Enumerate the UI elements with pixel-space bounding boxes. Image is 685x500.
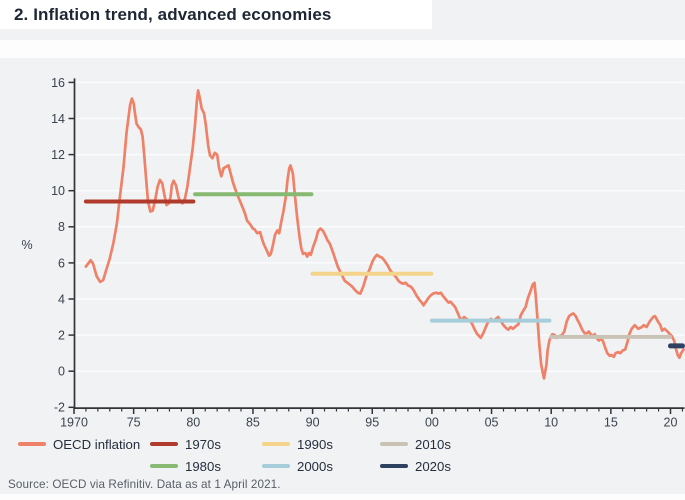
legend-item-2000s: 2000s [262, 458, 333, 474]
legend-swatch [380, 464, 408, 468]
legend-label: 2010s [415, 436, 451, 452]
legend-item-2010s: 2010s [380, 436, 451, 452]
y-tick-label: 2 [58, 329, 65, 343]
chart-legend: OECD inflation 1970s 1980s 1990s 2000s 2010s 2… [0, 0, 685, 474]
legend-label: 1980s [185, 458, 221, 474]
y-axis-unit-label: % [21, 238, 32, 252]
legend-label: 2000s [297, 458, 333, 474]
x-tick-label: 80 [186, 416, 200, 430]
figure-title-box: 2. Inflation trend, advanced economies [0, 0, 432, 29]
y-tick-label: -2 [54, 401, 65, 415]
legend-item-1990s: 1990s [262, 436, 333, 452]
gridlines [74, 81, 685, 372]
y-tick-label: 0 [58, 365, 65, 379]
x-tick-label: 05 [485, 416, 499, 430]
x-axis-ticks: 1970 75 80 85 90 95 00 05 10 15 20 [60, 407, 684, 430]
y-axis-ticks: -2 0 2 4 6 8 10 12 14 16% [21, 76, 74, 415]
legend-label: 1970s [185, 436, 221, 452]
x-tick-label: 00 [425, 416, 439, 430]
legend-item-2020s: 2020s [380, 458, 451, 474]
x-tick-label: 95 [365, 416, 379, 430]
y-tick-label: 14 [51, 112, 65, 126]
legend-swatch [18, 442, 46, 446]
y-tick-label: 12 [51, 148, 65, 162]
x-tick-label: 10 [544, 416, 558, 430]
x-tick-label: 1970 [60, 416, 88, 430]
y-tick-label: 4 [58, 292, 65, 306]
y-tick-label: 8 [58, 220, 65, 234]
legend-swatch [150, 442, 178, 446]
legend-swatch [150, 464, 178, 468]
decade-average-lines [83, 192, 685, 349]
source-note: Source: OECD via Refinitiv. Data as at 1… [8, 478, 281, 491]
legend-label: 2020s [415, 458, 451, 474]
legend-item-oecd-inflation: OECD inflation [18, 436, 140, 452]
x-tick-label: 75 [127, 416, 141, 430]
x-tick-label: 15 [604, 416, 618, 430]
legend-label: OECD inflation [53, 436, 141, 452]
y-tick-label: 16 [51, 76, 65, 90]
legend-item-1980s: 1980s [150, 458, 221, 474]
axes [73, 78, 685, 409]
legend-swatch [380, 442, 408, 446]
legend-item-1970s: 1970s [150, 436, 221, 452]
figure-title: 2. Inflation trend, advanced economies [14, 4, 332, 24]
y-tick-label: 6 [58, 256, 65, 270]
x-tick-label: 20 [664, 416, 678, 430]
legend-swatch [262, 442, 290, 446]
oecd-inflation-line [84, 89, 685, 380]
legend-label: 1990s [297, 436, 333, 452]
x-tick-label: 90 [306, 416, 320, 430]
legend-swatch [262, 464, 290, 468]
y-tick-label: 10 [51, 184, 65, 198]
white-strip-bottom [0, 494, 685, 500]
white-strip-top [0, 40, 685, 58]
x-tick-label: 85 [246, 416, 260, 430]
